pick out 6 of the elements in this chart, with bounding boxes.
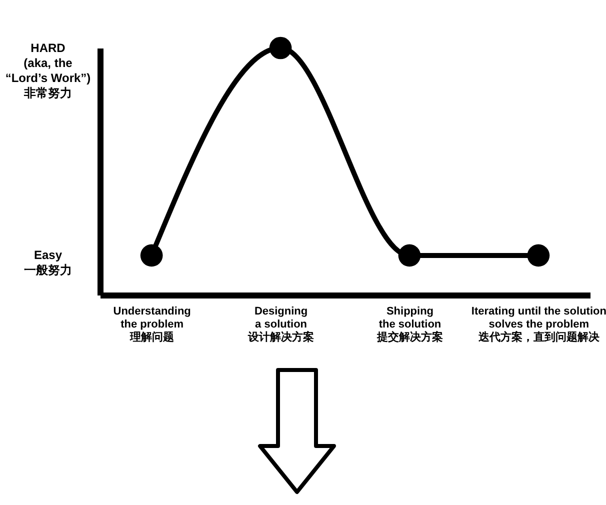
x-tick-label: Understanding the problem 理解问题: [113, 306, 191, 344]
text: HARD (aka, the “Lord’s Work”) 非常努力: [5, 41, 91, 100]
text: Easy 一般努力: [24, 248, 72, 277]
x-tick-label: Shipping the solution 提交解决方案: [376, 306, 443, 344]
x-tick-label: Designing a solution 设计解决方案: [247, 306, 314, 344]
x-tick-label: Iterating until the solution solves the problem 迭代方案，直到问题解决: [471, 306, 606, 344]
